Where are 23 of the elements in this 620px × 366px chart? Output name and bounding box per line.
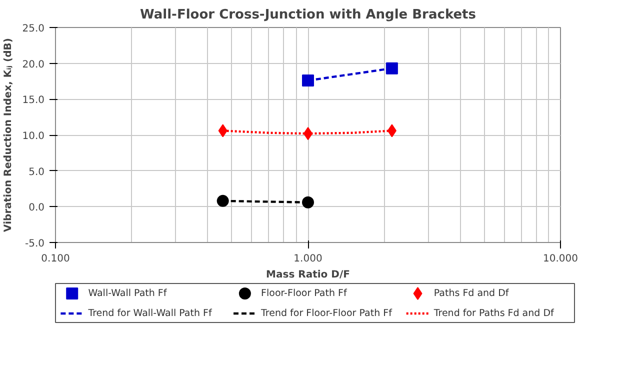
point [216, 194, 229, 207]
y-tick-label: 25.0 [22, 24, 44, 34]
legend-label: Trend for Floor-Floor Path Ff [260, 308, 393, 319]
x-tick-label: 0.100 [41, 254, 70, 264]
y-tick-label: 0.0 [28, 202, 45, 214]
point [302, 196, 314, 208]
x-tick-label: 10.000 [543, 254, 578, 264]
legend-label: Paths Fd and Df [434, 288, 510, 299]
x-tick-label: 1.000 [294, 254, 322, 264]
y-tick-label: -5.0 [24, 238, 45, 250]
y-axis-title: Vibration Reduction Index, Kᵢⱼ (dB) [3, 38, 14, 232]
point [387, 124, 396, 138]
legend-label: Trend for Wall-Wall Path Ff [87, 308, 212, 319]
legend-label: Floor-Floor Path Ff [261, 288, 348, 299]
y-tick-label: 5.0 [28, 166, 45, 178]
y-tick-label: 15.0 [22, 95, 44, 106]
y-tick-label: 10.0 [22, 131, 44, 142]
legend-label: Trend for Paths Fd and Df [432, 308, 555, 319]
point [218, 124, 228, 138]
chart-title: Wall-Floor Cross-Junction with Angle Brackets [140, 8, 476, 22]
y-tick-label: 20.0 [22, 59, 44, 70]
legend-label: Wall-Wall Path Ff [88, 288, 168, 299]
x-axis-title: Mass Ratio D/F [266, 270, 350, 280]
